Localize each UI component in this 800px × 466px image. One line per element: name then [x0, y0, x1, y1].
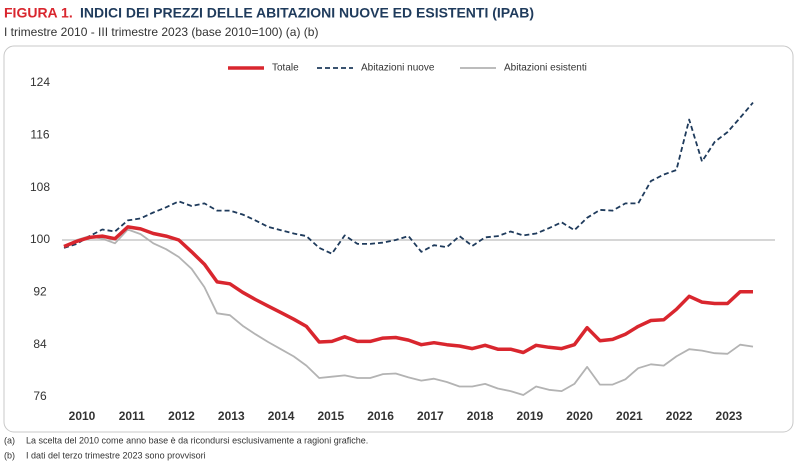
legend-label: Abitazioni nuove [361, 63, 435, 74]
x-tick-label: 2020 [566, 409, 593, 423]
x-tick-label: 2014 [268, 409, 295, 423]
x-tick-label: 2010 [69, 409, 96, 423]
y-tick-label: 116 [30, 128, 49, 142]
x-tick-label: 2018 [467, 409, 494, 423]
legend-label: Totale [272, 63, 299, 74]
legend-label: Abitazioni esistenti [504, 63, 587, 74]
y-tick-label: 84 [33, 337, 47, 351]
note-marker: (a) [4, 435, 15, 445]
y-tick-label: 108 [30, 180, 50, 194]
x-tick-label: 2016 [367, 409, 394, 423]
figure-label: FIGURA 1. [4, 5, 73, 21]
chart-subtitle: I trimestre 2010 - III trimestre 2023 (b… [4, 25, 318, 39]
series-line [63, 225, 753, 355]
y-tick-label: 92 [33, 285, 47, 299]
y-tick-label: 100 [30, 232, 50, 246]
series-line [63, 102, 754, 255]
y-tick-label: 124 [30, 75, 50, 89]
x-tick-label: 2022 [666, 409, 693, 423]
x-tick-label: 2012 [168, 409, 195, 423]
y-tick-label: 76 [33, 389, 47, 403]
x-tick-label: 2015 [317, 409, 344, 423]
x-tick-label: 2019 [516, 409, 543, 423]
note: I dati del terzo trimestre 2023 sono pro… [26, 450, 206, 460]
x-tick-label: 2017 [417, 409, 444, 423]
x-tick-label: 2011 [119, 409, 145, 423]
chart-frame [3, 45, 794, 433]
x-tick-label: 2013 [218, 409, 245, 423]
note: La scelta del 2010 come anno base è da r… [26, 435, 368, 445]
chart-title: INDICI DEI PREZZI DELLE ABITAZIONI NUOVE… [80, 5, 534, 21]
x-tick-label: 2023 [716, 409, 743, 423]
x-tick-label: 2021 [616, 409, 643, 423]
note-marker: (b) [4, 450, 15, 460]
series-line [63, 228, 754, 396]
